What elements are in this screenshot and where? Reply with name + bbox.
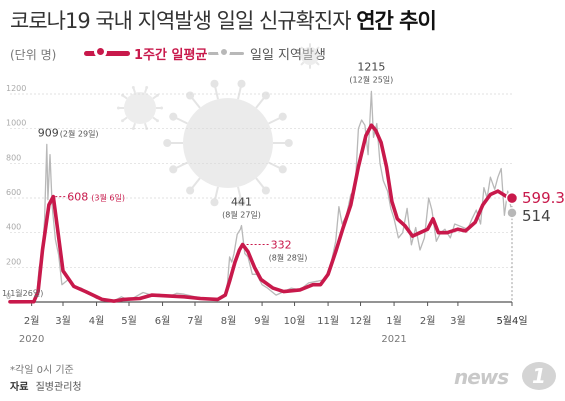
footnote: *각일 0시 기준	[10, 365, 74, 376]
virus-spike-tip	[169, 165, 178, 174]
virus-spike-tip	[156, 119, 159, 123]
annotation-value: 441	[231, 196, 252, 209]
virus-spike-tip	[309, 43, 311, 45]
x-tick-label: 4월	[89, 315, 105, 327]
x-tick-label: 6월	[155, 315, 171, 327]
annotation-start: 1(1월26일)	[2, 288, 43, 298]
y-tick-label: 0	[6, 292, 11, 301]
virus-icon	[163, 79, 293, 207]
x-tick-label: 5월4일	[496, 315, 527, 327]
news1-logo-mark: 1	[522, 362, 556, 390]
virus-spike-tip	[169, 112, 178, 121]
series-lines	[8, 90, 514, 304]
virus-body	[301, 47, 319, 65]
virus-spike-tip	[121, 93, 124, 97]
virus-spike-tip	[210, 198, 219, 207]
virus-spike-tip	[321, 55, 323, 57]
virus-icon	[116, 86, 164, 130]
y-tick-label: 1200	[6, 84, 26, 93]
virus-spike-tip	[237, 79, 246, 88]
virus-spike-tip	[131, 127, 135, 130]
virus-spike-tip	[300, 63, 303, 66]
title-emphasis: 연간 추이	[356, 9, 437, 33]
annotation-date: (3월 6일)	[91, 193, 125, 203]
series-weekly-line	[8, 123, 514, 304]
virus-illustration-icon	[116, 43, 323, 207]
virus-spike-tip	[163, 138, 172, 148]
virus-spike-tip	[131, 86, 135, 89]
virus-spike-tip	[210, 79, 219, 88]
virus-spike-tip	[278, 112, 287, 121]
legend-daily-dot-icon	[218, 46, 230, 58]
annotation-value: 1215	[357, 60, 385, 73]
virus-icon	[297, 43, 323, 69]
virus-spike-tip	[297, 55, 299, 57]
annotation-date: (8월 28일)	[269, 252, 308, 262]
virus-spike-tip	[300, 46, 303, 49]
x-axis: 2월 2020 3월 4월 5월 6월 7월 8월 9월 10월 11월 12월 1월 2021 2월 3월 5…	[19, 302, 528, 345]
virus-spike-tip	[278, 165, 287, 174]
virus-spike-tip	[261, 91, 270, 100]
virus-spike-tip	[309, 67, 311, 69]
latest-weekly-value: 599.3	[522, 189, 565, 207]
virus-spike-tip	[156, 93, 159, 97]
y-tick-label: 800	[6, 153, 21, 162]
virus-body	[124, 92, 156, 124]
annotation-date: (2월 29일)	[60, 128, 99, 138]
annotation-date: (8월 27일)	[222, 210, 261, 220]
x-tick-label: 1월	[386, 315, 402, 327]
annotation-value: 608	[67, 191, 88, 204]
source-value: 질병관리청	[35, 382, 82, 393]
y-tick-label: 200	[6, 257, 21, 266]
virus-spike-tip	[237, 198, 246, 207]
virus-spike-tip	[284, 138, 293, 148]
annotation-value: 909	[38, 126, 59, 139]
y-tick-label: 400	[6, 223, 21, 232]
virus-spike-tip	[121, 119, 124, 123]
y-tick-label: 1000	[6, 119, 26, 128]
virus-spike-tip	[317, 46, 320, 49]
latest-daily-value: 514	[522, 207, 551, 225]
x-tick-label: 3월	[450, 315, 466, 327]
virus-body	[183, 98, 273, 188]
latest-daily-dot	[506, 207, 518, 219]
legend-weekly-label: 1주간 일평균	[134, 48, 208, 63]
x-tick-label: 2월	[420, 315, 436, 327]
latest-weekly-dot	[505, 191, 519, 205]
y-axis: 0 200 400 600 800 1000 1200	[6, 84, 26, 301]
x-tick-year-label: 2020	[19, 334, 44, 345]
virus-spike-tip	[186, 186, 195, 195]
x-tick-label: 12월	[350, 315, 372, 327]
chart-title: 코로나19 국내 지역발생 일일 신규확진자 연간 추이	[10, 5, 437, 35]
legend-weekly-dot-icon	[94, 45, 107, 58]
x-tick-label: 10월	[284, 315, 306, 327]
unit-label: (단위 명)	[10, 48, 57, 62]
virus-spike-tip	[145, 86, 149, 89]
source-line: 자료 질병관리청	[10, 378, 82, 393]
virus-spike-tip	[160, 106, 164, 110]
source-label: 자료	[10, 382, 29, 393]
y-tick-label: 600	[6, 188, 21, 197]
title-main: 코로나19 국내 지역발생 일일 신규확진자	[10, 9, 352, 33]
news1-logo: news	[454, 365, 509, 389]
legend-weekly-line-icon	[84, 51, 130, 56]
x-tick-label: 8월	[221, 315, 237, 327]
x-tick-year-label: 2021	[381, 334, 406, 345]
virus-spike-tip	[186, 91, 195, 100]
annotation-date: (12월 25일)	[349, 74, 393, 84]
x-tick-label: 5월	[121, 315, 137, 327]
x-tick-label: 7월	[187, 315, 203, 327]
annotations: 909 (2월 29일) 608 (3월 6일) 441(8월 27일) 332(8월 2…	[2, 60, 565, 302]
virus-spike-tip	[116, 106, 120, 110]
virus-spike-tip	[317, 63, 320, 66]
x-tick-label: 9월	[254, 315, 270, 327]
x-tick-label: 2월	[24, 315, 40, 327]
annotation-value: 332	[271, 238, 292, 251]
virus-spike-tip	[261, 186, 270, 195]
x-tick-label: 3월	[55, 315, 71, 327]
x-tick-label: 11월	[317, 315, 339, 327]
chart-grid	[10, 93, 512, 303]
